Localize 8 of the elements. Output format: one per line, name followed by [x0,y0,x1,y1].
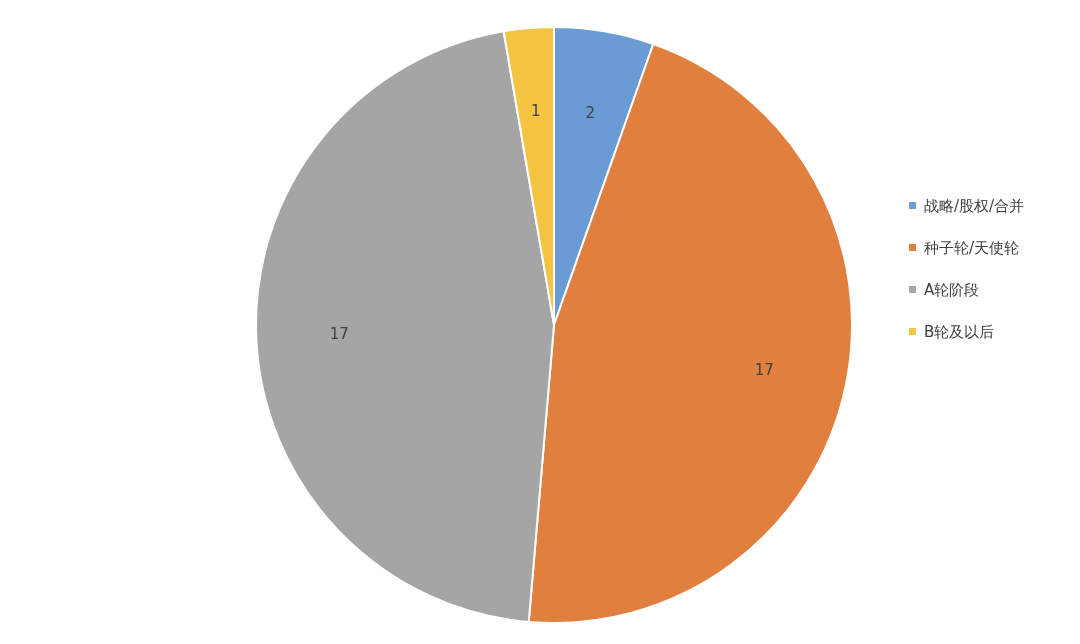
legend-label: 种子轮/天使轮 [924,238,1020,257]
data-label: 2 [585,104,596,123]
data-label: 17 [754,361,774,380]
legend-label: B轮及以后 [924,322,995,341]
data-label: 17 [329,325,349,344]
legend-label: 战略/股权/合并 [924,196,1025,215]
legend-label: A轮阶段 [924,280,980,299]
data-label: 1 [530,101,541,120]
